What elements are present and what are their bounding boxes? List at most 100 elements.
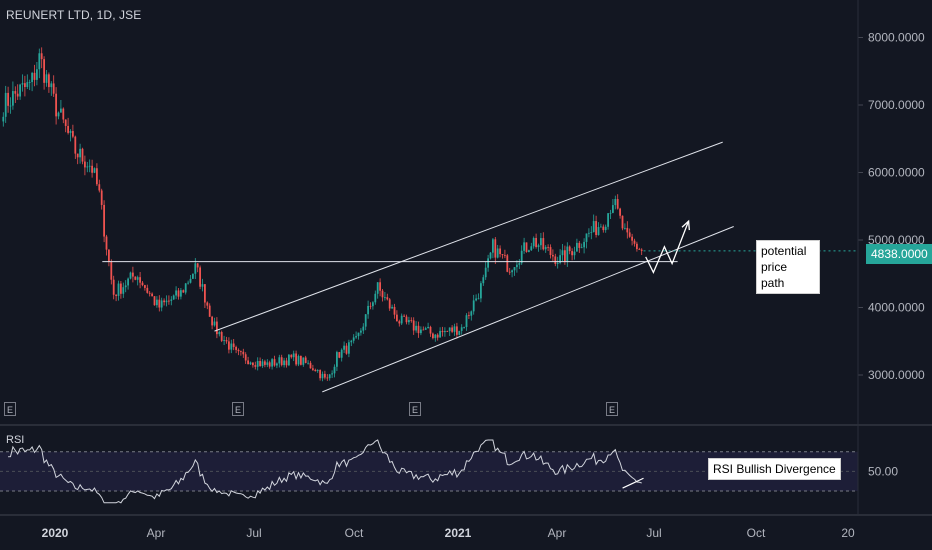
candle-body	[52, 83, 55, 94]
candle-body	[151, 293, 153, 297]
candle-body	[556, 262, 559, 264]
candle-body	[496, 248, 499, 258]
last-price-badge: 4838.0000	[866, 244, 932, 264]
candle-body	[7, 92, 9, 106]
earnings-marker[interactable]: E	[232, 402, 244, 416]
candle-body	[612, 205, 614, 213]
candle-body	[96, 168, 98, 185]
rsi-divergence-line[interactable]	[622, 477, 644, 489]
candle-body	[631, 236, 633, 241]
channel-lower-line[interactable]	[322, 226, 734, 393]
candle-body	[636, 243, 638, 250]
candle-body	[364, 314, 367, 327]
candle-body	[600, 226, 602, 228]
candle-body	[434, 334, 437, 339]
candle-body	[223, 340, 225, 341]
candle-body	[456, 326, 458, 335]
candle-body	[256, 360, 259, 367]
candle-body	[300, 355, 302, 365]
candle-body	[352, 337, 355, 341]
candle-body	[288, 354, 290, 366]
candle-body	[180, 290, 182, 297]
candle-body	[252, 362, 254, 366]
candle-body	[86, 166, 89, 168]
candle-body	[211, 316, 213, 326]
candle-body	[326, 377, 329, 379]
chart-title: REUNERT LTD, 1D, JSE	[6, 8, 142, 22]
candle-body	[386, 297, 389, 300]
candle-body	[628, 232, 631, 237]
candle-body	[554, 256, 557, 264]
candle-body	[518, 263, 521, 265]
candle-body	[362, 326, 365, 331]
candle-body	[350, 340, 353, 343]
candle-body	[470, 311, 473, 316]
candle-body	[528, 250, 530, 252]
candle-body	[50, 83, 53, 88]
candle-body	[499, 248, 501, 255]
candle-body	[400, 315, 403, 324]
earnings-marker[interactable]: E	[4, 402, 16, 416]
candle-body	[129, 272, 132, 279]
price-axis-label: 7000.0000	[868, 98, 925, 112]
candle-body	[134, 276, 137, 280]
candle-body	[33, 72, 36, 80]
candle-body	[513, 267, 516, 271]
candle-body	[319, 370, 321, 379]
candle-body	[4, 92, 7, 117]
candle-body	[264, 361, 266, 365]
candle-body	[192, 273, 194, 279]
earnings-marker[interactable]: E	[409, 402, 421, 416]
channel-upper-line[interactable]	[214, 141, 723, 332]
candle-body	[544, 246, 547, 250]
candle-body	[57, 112, 60, 117]
candle-body	[249, 362, 252, 365]
candle-body	[523, 242, 525, 251]
candle-body	[439, 330, 441, 338]
candle-body	[451, 327, 453, 332]
candle-body	[45, 74, 48, 83]
candle-body	[345, 345, 348, 354]
candle-body	[216, 321, 218, 335]
candle-body	[292, 353, 295, 358]
price-axis-label: 8000.0000	[868, 31, 925, 45]
candle-body	[148, 292, 151, 294]
potential-price-path-note[interactable]: potential price path	[756, 240, 820, 294]
candle-body	[232, 343, 235, 347]
candle-body	[88, 165, 91, 167]
candle-body	[2, 116, 5, 122]
candle-body	[463, 327, 465, 328]
candle-body	[240, 351, 242, 352]
earnings-marker[interactable]: E	[606, 402, 618, 416]
candle-body	[127, 278, 129, 286]
candle-body	[201, 284, 204, 287]
candle-body	[235, 346, 237, 350]
candle-body	[36, 69, 38, 80]
time-axis-label: Jul	[646, 526, 661, 540]
candle-body	[537, 245, 540, 248]
candle-body	[261, 361, 264, 366]
candle-body	[48, 74, 50, 88]
price-axis-label: 5000.0000	[868, 233, 925, 247]
candle-body	[403, 315, 405, 317]
rsi-divergence-note[interactable]: RSI Bullish Divergence	[708, 458, 841, 480]
candle-body	[576, 242, 578, 252]
candle-body	[67, 125, 69, 133]
candle-body	[578, 242, 581, 248]
candle-body	[100, 190, 103, 205]
candle-body	[588, 232, 590, 234]
candle-body	[304, 357, 307, 363]
candle-body	[26, 82, 29, 87]
candle-body	[110, 261, 113, 280]
price-axis-label: 4000.0000	[868, 301, 925, 315]
candle-body	[535, 238, 537, 248]
candle-body	[415, 325, 417, 331]
candle-body	[432, 333, 434, 339]
time-axis-label: Oct	[345, 526, 364, 540]
candle-body	[285, 360, 288, 366]
candle-body	[14, 91, 17, 94]
candle-body	[175, 290, 177, 296]
candle-body	[40, 53, 43, 60]
projected-price-path[interactable]	[645, 220, 690, 274]
candle-body	[592, 221, 595, 233]
